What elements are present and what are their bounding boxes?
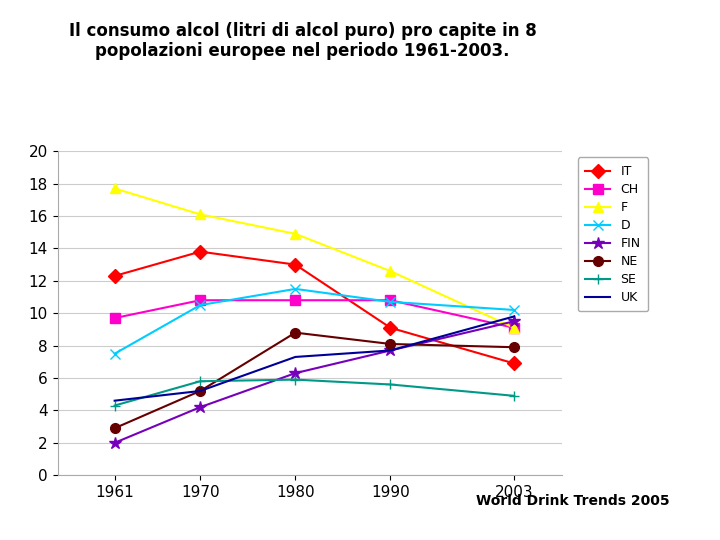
D — [110, 350, 119, 357]
Text: Il consumo alcol (litri di alcol puro) pro capite in 8
popolazioni europee nel p: Il consumo alcol (litri di alcol puro) p… — [68, 22, 536, 60]
D — [291, 286, 300, 292]
D — [386, 299, 395, 305]
IT — [510, 360, 518, 367]
F — [291, 231, 300, 237]
CH — [510, 325, 518, 331]
IT — [196, 248, 204, 255]
UK — [110, 397, 119, 404]
Line: F: F — [109, 184, 519, 333]
IT — [291, 261, 300, 268]
FIN — [196, 404, 204, 410]
SE — [510, 393, 518, 399]
SE — [386, 381, 395, 388]
F — [386, 268, 395, 274]
CH — [196, 297, 204, 303]
Line: SE: SE — [109, 375, 519, 410]
D — [510, 307, 518, 313]
CH — [110, 315, 119, 321]
Legend: IT, CH, F, D, FIN, NE, SE, UK: IT, CH, F, D, FIN, NE, SE, UK — [578, 158, 648, 312]
UK — [291, 354, 300, 360]
SE — [291, 376, 300, 383]
Line: UK: UK — [114, 316, 514, 401]
CH — [386, 297, 395, 303]
Line: CH: CH — [109, 295, 519, 333]
CH — [291, 297, 300, 303]
Line: FIN: FIN — [109, 315, 521, 449]
F — [510, 325, 518, 331]
FIN — [510, 318, 518, 325]
SE — [110, 402, 119, 409]
Text: World Drink Trends 2005: World Drink Trends 2005 — [476, 494, 670, 508]
FIN — [110, 440, 119, 446]
NE — [196, 388, 204, 394]
NE — [386, 341, 395, 347]
NE — [510, 344, 518, 350]
NE — [291, 329, 300, 336]
Line: D: D — [109, 284, 519, 359]
F — [110, 185, 119, 192]
UK — [510, 313, 518, 320]
IT — [110, 273, 119, 279]
NE — [110, 425, 119, 431]
D — [196, 302, 204, 308]
Line: NE: NE — [109, 328, 519, 433]
F — [196, 211, 204, 218]
FIN — [291, 370, 300, 376]
FIN — [386, 347, 395, 354]
UK — [196, 388, 204, 394]
SE — [196, 378, 204, 384]
UK — [386, 347, 395, 354]
IT — [386, 325, 395, 331]
Line: IT: IT — [109, 247, 519, 368]
